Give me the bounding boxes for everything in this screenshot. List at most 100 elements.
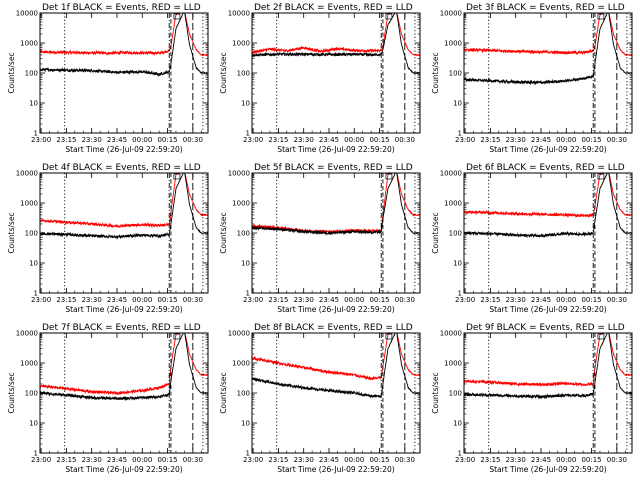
flag-marker	[173, 333, 181, 340]
x-tick-label: 23:15	[56, 456, 76, 464]
y-tick-label: 10000	[440, 10, 462, 18]
flag-marker	[597, 333, 605, 340]
panel-det-2f: Det 2f BLACK = Events, RED = LLD Counts/s…	[219, 3, 421, 154]
x-axis-label: Start Time (26-Jul-09 22:59:20)	[489, 465, 606, 474]
plot-frame	[39, 172, 209, 294]
y-tick-label: 100	[449, 70, 462, 78]
x-tick-label: 23:15	[480, 456, 500, 464]
x-tick-label: 00:30	[183, 296, 203, 304]
x-tick-label: 23:45	[531, 296, 551, 304]
y-tick-label: 10000	[228, 10, 250, 18]
x-tick-label: 00:30	[607, 296, 627, 304]
x-tick-label: 00:15	[157, 456, 177, 464]
panel-title: Det 3f BLACK = Events, RED = LLD	[466, 3, 625, 13]
x-tick-label: 23:30	[294, 296, 314, 304]
y-tick-label: 1	[246, 450, 250, 458]
y-tick-label: 10	[241, 420, 250, 428]
plot-frame	[251, 12, 421, 134]
series-line-red-lld	[464, 13, 632, 57]
y-tick-label: 10000	[16, 330, 38, 338]
series-line-black-events	[464, 173, 632, 239]
x-tick-label: 23:00	[455, 456, 475, 464]
flag-marker	[597, 13, 605, 20]
y-tick-label: 100	[237, 70, 250, 78]
y-tick-label: 100	[25, 230, 38, 238]
x-axis-label: Start Time (26-Jul-09 22:59:20)	[277, 145, 394, 154]
y-tick-label: 1000	[20, 40, 38, 48]
x-tick-label: 00:30	[395, 136, 415, 144]
panel-det-3f: Det 3f BLACK = Events, RED = LLD Counts/s…	[431, 3, 633, 154]
panel-det-9f: Det 9f BLACK = Events, RED = LLD Counts/s…	[431, 323, 633, 474]
y-tick-label: 10	[29, 260, 38, 268]
plot-frame	[463, 12, 633, 134]
flag-marker	[173, 13, 181, 20]
y-tick-label: 1000	[444, 200, 462, 208]
y-tick-label: 100	[25, 70, 38, 78]
x-tick-label: 23:45	[107, 456, 127, 464]
series-line-red-lld	[252, 173, 420, 235]
flag-marker	[173, 173, 181, 180]
y-tick-label: 10	[453, 420, 462, 428]
y-axis-label: Counts/sec	[219, 372, 228, 413]
x-tick-label: 00:15	[581, 136, 601, 144]
x-tick-label: 00:30	[395, 296, 415, 304]
series-line-red-lld	[252, 13, 420, 57]
x-tick-label: 00:30	[395, 456, 415, 464]
x-tick-label: 23:30	[82, 296, 102, 304]
x-tick-label: 23:00	[31, 296, 51, 304]
x-tick-label: 00:15	[369, 456, 389, 464]
x-tick-label: 23:00	[31, 456, 51, 464]
panel-det-6f: Det 6f BLACK = Events, RED = LLD Counts/s…	[431, 163, 633, 314]
flag-marker	[385, 13, 393, 20]
x-tick-label: 00:00	[556, 296, 576, 304]
series-line-red-lld	[464, 173, 632, 219]
y-tick-label: 10000	[16, 10, 38, 18]
series-line-red-lld	[40, 13, 208, 57]
x-tick-label: 23:45	[107, 296, 127, 304]
x-tick-label: 00:00	[344, 456, 364, 464]
series-line-black-events	[464, 333, 632, 400]
x-tick-label: 23:00	[243, 456, 263, 464]
x-tick-label: 23:15	[268, 456, 288, 464]
x-tick-label: 00:00	[556, 136, 576, 144]
series-line-black-events	[40, 333, 208, 402]
y-tick-label: 1000	[232, 200, 250, 208]
x-tick-label: 00:00	[344, 296, 364, 304]
x-axis-label: Start Time (26-Jul-09 22:59:20)	[65, 465, 182, 474]
y-tick-label: 10000	[228, 170, 250, 178]
y-tick-label: 1000	[444, 360, 462, 368]
y-tick-label: 10	[453, 100, 462, 108]
x-axis-label: Start Time (26-Jul-09 22:59:20)	[277, 305, 394, 314]
y-tick-label: 1000	[232, 360, 250, 368]
panel-title: Det 9f BLACK = Events, RED = LLD	[466, 323, 625, 333]
panel-title: Det 6f BLACK = Events, RED = LLD	[466, 163, 625, 173]
y-axis-label: Counts/sec	[7, 372, 16, 413]
y-tick-label: 1	[246, 130, 250, 138]
x-tick-label: 23:15	[268, 296, 288, 304]
y-tick-label: 1	[458, 290, 462, 298]
panel-det-4f: Det 4f BLACK = Events, RED = LLD Counts/s…	[7, 163, 209, 314]
x-tick-label: 23:30	[506, 456, 526, 464]
x-tick-label: 23:45	[531, 136, 551, 144]
flag-marker	[385, 173, 393, 180]
x-tick-label: 00:00	[132, 296, 152, 304]
x-tick-label: 00:00	[344, 136, 364, 144]
x-tick-label: 23:30	[82, 456, 102, 464]
plot-frame	[251, 172, 421, 294]
series-line-black-events	[252, 333, 420, 399]
y-tick-label: 10	[29, 100, 38, 108]
y-axis-label: Counts/sec	[7, 212, 16, 253]
x-tick-label: 00:15	[581, 456, 601, 464]
series-line-black-events	[40, 173, 208, 240]
y-tick-label: 1000	[444, 40, 462, 48]
x-tick-label: 23:45	[319, 296, 339, 304]
panel-det-5f: Det 5f BLACK = Events, RED = LLD Counts/s…	[219, 163, 421, 314]
plot-frame	[251, 332, 421, 454]
panel-title: Det 5f BLACK = Events, RED = LLD	[254, 163, 413, 173]
y-axis-label: Counts/sec	[219, 52, 228, 93]
x-tick-label: 23:00	[243, 296, 263, 304]
y-axis-label: Counts/sec	[7, 52, 16, 93]
x-tick-label: 23:45	[319, 456, 339, 464]
x-tick-label: 00:15	[157, 136, 177, 144]
